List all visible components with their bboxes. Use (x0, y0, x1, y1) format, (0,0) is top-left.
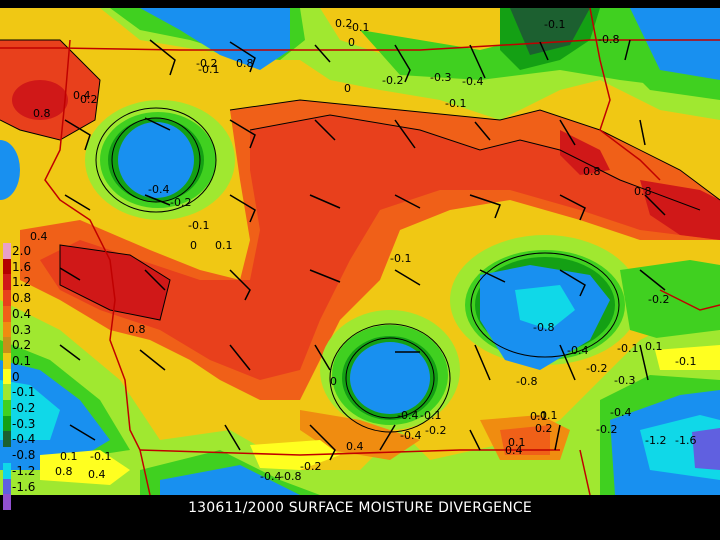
legend-label: -0.2 (12, 401, 36, 415)
legend-swatch (3, 274, 11, 291)
legend-swatch (3, 337, 11, 354)
contour-label: 0.4 (88, 468, 106, 481)
contour-label: -0.8 (280, 470, 301, 483)
legend-label: -0.3 (12, 416, 36, 431)
contour-label: 0.2 (335, 17, 353, 30)
contour-label: -0.1 (675, 355, 696, 368)
legend-swatch (3, 431, 11, 448)
contour-label: -0.1 (348, 21, 369, 34)
legend-label: -0.1 (12, 385, 36, 400)
legend-swatch (3, 494, 11, 511)
contour-label: -0.4 (260, 470, 281, 483)
contour-label: -0.2 (586, 362, 607, 375)
contour-lines (0, 39, 720, 433)
contour-label: -0.2 (648, 293, 669, 306)
contour-label: 0.2 (535, 422, 553, 435)
contour-label: -0.1 (198, 63, 219, 76)
legend-label: -1.2 (12, 463, 36, 478)
legend-label: 0.3 (12, 322, 32, 337)
contour-label: -0.1 (536, 409, 557, 422)
contour-label: -0.8 (533, 321, 554, 334)
contour-label: -0.2 (300, 460, 321, 473)
contour-label: 0.8 (583, 165, 601, 178)
contour-label: 0 (348, 36, 355, 49)
legend-swatch (3, 290, 11, 307)
contour-label: -0.2 (170, 196, 191, 209)
legend-swatch (3, 462, 11, 479)
contour-label: 0.8 (634, 185, 652, 198)
contour-label: 0.8 (128, 323, 146, 336)
state-borders (0, 7, 720, 496)
contour-label: 0.4 (30, 230, 48, 243)
contour-label: 0 (330, 375, 337, 388)
contour-label: 0.1 (508, 436, 526, 449)
contour-label: -0.1 (544, 18, 565, 31)
contour-label: -0.4 (462, 75, 483, 88)
contour-label: -0.1 (445, 97, 466, 110)
wind-barbs (59, 39, 666, 461)
legend-swatch (3, 305, 11, 322)
contour-label: 0.4 (346, 440, 364, 453)
contour-label: 0.1 (215, 239, 233, 252)
contour-label: -0.2 (382, 74, 403, 87)
contour-label: -0.4 (400, 429, 421, 442)
contour-label: -0.8 (516, 375, 537, 388)
contour-label: -0.1 (90, 450, 111, 463)
legend-label: 0 (12, 369, 20, 384)
contour-label: 0.4 (73, 89, 91, 102)
map-field (0, 8, 720, 495)
contour-label: 0.8 (33, 107, 51, 120)
contour-label: -0.2 (425, 424, 446, 437)
color-legend: 2.0 1.6 1.2 0.8 0.4 0.3 0.2 0.1 0 -0.1 -0.2 -0.3 -0.… (3, 243, 35, 511)
legend-swatch (3, 447, 11, 464)
legend-label: -0.8 (12, 448, 36, 463)
contour-label: -0.1 (188, 219, 209, 232)
contour-label: -0.4 (148, 183, 169, 196)
legend-swatch (3, 478, 11, 495)
map-title: 130611/2000 SURFACE MOISTURE DIVERGENCE (188, 500, 532, 516)
contour-label: -0.2 (196, 57, 217, 70)
contour-label: -0.4 (397, 409, 418, 422)
contour-label: 0.1 (530, 410, 548, 423)
legend-label: 0.4 (12, 306, 32, 321)
contour-labels: 0.2-0.10-0.1-0.8-0.2-0.1 0.8-0.2 -0.3 -0.40… (30, 17, 696, 483)
contour-label: -1.2 (645, 434, 666, 447)
contour-label: 0.8 (55, 465, 73, 478)
legend-label: 1.2 (12, 275, 32, 290)
contour-label: -0.2 (596, 423, 617, 436)
contour-label: -0.4 (610, 406, 631, 419)
legend-swatch (3, 400, 11, 416)
legend-label: 0.2 (12, 338, 32, 353)
contour-label: 0.1 (60, 450, 78, 463)
legend-label: -2.0 (12, 495, 36, 510)
legend-swatch (3, 352, 11, 369)
contour-label: 0 (190, 239, 197, 252)
contour-label: 0.1 (645, 340, 663, 353)
contour-label: 0.8 (236, 57, 254, 70)
legend-label: -1.6 (12, 479, 36, 494)
legend-label: 0.1 (12, 353, 32, 368)
legend-swatch (3, 258, 11, 275)
legend-label: 1.6 (12, 259, 32, 274)
legend-swatch (3, 321, 11, 338)
contour-label: -0.1 (390, 252, 411, 265)
legend-swatch (3, 368, 11, 385)
legend-swatch (3, 415, 11, 432)
legend-swatch (3, 243, 11, 259)
contour-label: -0.3 (430, 71, 451, 84)
contour-label: 0.2 (80, 93, 98, 106)
contour-label: 0 (344, 82, 351, 95)
legend-label: 2.0 (12, 244, 32, 258)
legend-label: 0.8 (12, 291, 32, 306)
contour-label: -0.1 (617, 342, 638, 355)
contour-label: -0.1 (420, 409, 441, 422)
contour-label: -0.3 (614, 374, 635, 387)
contour-label: -0.8 (598, 33, 619, 46)
legend-swatch (3, 384, 11, 401)
contour-label: -1.6 (675, 434, 696, 447)
contour-label: -0.4 (567, 344, 588, 357)
legend-label: -0.4 (12, 432, 36, 447)
contour-label: 0.4 (505, 444, 523, 457)
